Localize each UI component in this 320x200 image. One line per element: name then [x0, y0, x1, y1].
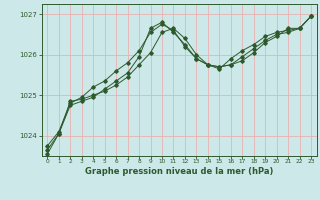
X-axis label: Graphe pression niveau de la mer (hPa): Graphe pression niveau de la mer (hPa): [85, 167, 273, 176]
